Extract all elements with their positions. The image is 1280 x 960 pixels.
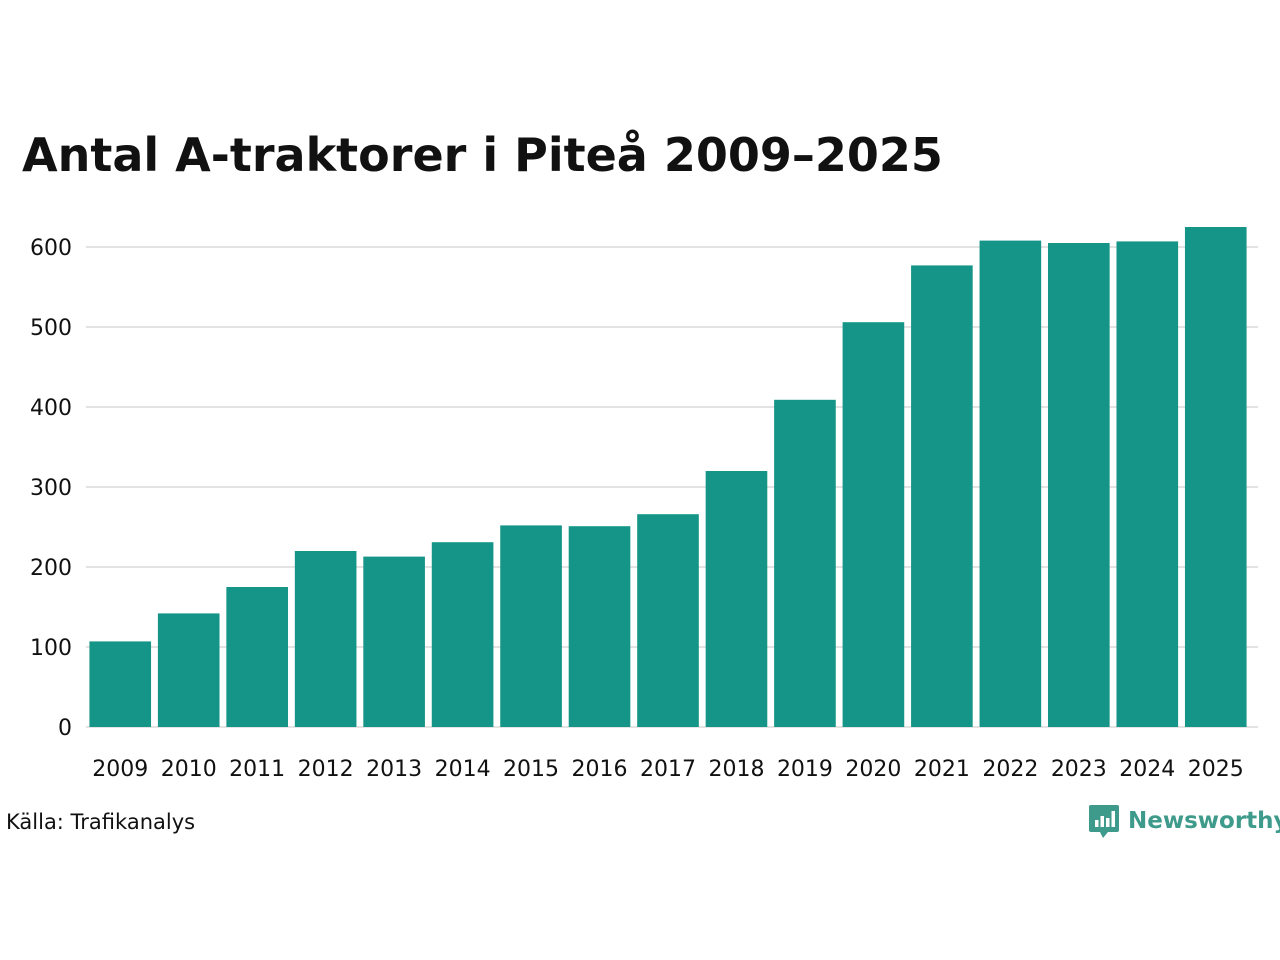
bar-2018[interactable]	[705, 471, 768, 727]
y-tick-label: 600	[30, 236, 72, 261]
chart-title: Antal A-traktorer i Piteå 2009–2025	[22, 128, 943, 182]
y-tick-label: 500	[30, 316, 72, 341]
bar-2014[interactable]	[431, 542, 494, 727]
bar-2016[interactable]	[568, 526, 631, 727]
bar-2009[interactable]	[89, 641, 152, 727]
y-tick-label: 0	[58, 716, 72, 741]
bar-2010[interactable]	[157, 613, 220, 727]
x-tick-label: 2013	[366, 757, 422, 782]
bar-2023[interactable]	[1048, 243, 1110, 727]
bar-2013[interactable]	[363, 556, 425, 727]
bar-2024[interactable]	[1116, 241, 1179, 727]
bar-2022[interactable]	[979, 240, 1042, 727]
y-tick-label: 300	[30, 476, 72, 501]
x-tick-label: 2010	[161, 757, 217, 782]
x-tick-label: 2016	[572, 757, 628, 782]
y-tick-label: 200	[30, 556, 72, 581]
x-tick-label: 2017	[640, 757, 696, 782]
x-tick-label: 2015	[503, 757, 559, 782]
bar-2011[interactable]	[226, 587, 288, 727]
bar-2021[interactable]	[911, 265, 973, 727]
y-tick-label: 400	[30, 396, 72, 421]
x-tick-label: 2022	[982, 757, 1038, 782]
bar-2015[interactable]	[500, 525, 562, 727]
brand-name: Newsworthy	[1128, 808, 1280, 834]
newsworthy-icon	[1089, 805, 1119, 838]
bar-2017[interactable]	[637, 514, 699, 727]
x-tick-label: 2019	[777, 757, 833, 782]
newsworthy-logo[interactable]: Newsworthy	[1088, 803, 1280, 839]
x-tick-label: 2011	[229, 757, 285, 782]
x-tick-label: 2018	[708, 757, 764, 782]
x-tick-label: 2024	[1119, 757, 1175, 782]
source-label: Källa: Trafikanalys	[6, 810, 196, 834]
bar-2012[interactable]	[294, 551, 357, 727]
bar-2020[interactable]	[842, 322, 905, 727]
x-tick-label: 2020	[845, 757, 901, 782]
y-tick-label: 100	[30, 636, 72, 661]
x-tick-label: 2025	[1188, 757, 1244, 782]
x-tick-label: 2021	[914, 757, 970, 782]
bar-2019[interactable]	[774, 399, 836, 727]
bar-2025[interactable]	[1184, 227, 1247, 727]
x-tick-label: 2012	[298, 757, 354, 782]
x-tick-label: 2009	[92, 757, 148, 782]
x-tick-label: 2014	[435, 757, 491, 782]
x-tick-label: 2023	[1051, 757, 1107, 782]
